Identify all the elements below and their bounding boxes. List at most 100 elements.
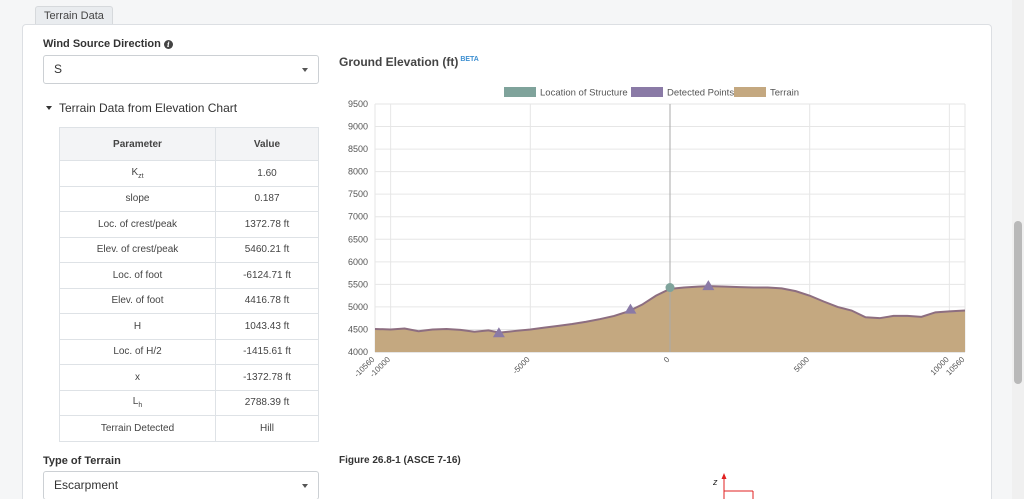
wind-label-text: Wind Source Direction bbox=[43, 38, 161, 50]
param-name-text: Loc. of crest/peak bbox=[98, 218, 177, 230]
figure-z-label: z bbox=[712, 477, 718, 487]
y-tick-label: 7000 bbox=[348, 212, 368, 222]
table-row: H 1043.43 ft bbox=[59, 313, 319, 340]
table-row: Kzt 1.60 bbox=[59, 160, 319, 187]
param-name: Elev. of foot bbox=[59, 287, 216, 314]
detected-point bbox=[624, 303, 637, 314]
chevron-down-icon bbox=[302, 68, 308, 72]
y-tick-label: 8500 bbox=[348, 144, 368, 154]
legend-swatch bbox=[734, 87, 766, 97]
y-tick-label: 5000 bbox=[348, 302, 368, 312]
chart-title-text: Ground Elevation (ft) bbox=[339, 55, 459, 69]
table-row: slope 0.187 bbox=[59, 185, 319, 212]
param-name-text: Terrain Detected bbox=[100, 422, 175, 434]
param-value: 0.187 bbox=[215, 185, 319, 212]
parameter-rows: Kzt 1.60 slope 0.187 Loc. of crest/peak 1372.… bbox=[59, 160, 319, 442]
info-icon[interactable]: i bbox=[163, 40, 173, 49]
y-tick-label: 7500 bbox=[348, 189, 368, 199]
param-value: -1415.61 ft bbox=[215, 338, 319, 365]
param-subscript: h bbox=[138, 402, 143, 410]
param-name: Kzt bbox=[59, 160, 216, 187]
param-name: Loc. of crest/peak bbox=[59, 211, 216, 238]
figure-z-arrow bbox=[721, 473, 727, 479]
y-tick-label: 4000 bbox=[348, 347, 368, 357]
param-value: Hill bbox=[215, 415, 319, 442]
param-name-text: L bbox=[132, 396, 139, 408]
structure-point bbox=[665, 283, 675, 293]
param-name: Terrain Detected bbox=[59, 415, 216, 442]
param-name-text: H bbox=[133, 320, 142, 332]
chart-title: Ground Elevation (ft) BETA bbox=[339, 55, 479, 69]
param-name: Loc. of foot bbox=[59, 262, 216, 289]
y-tick-label: 6500 bbox=[348, 234, 368, 244]
page-scrollbar[interactable] bbox=[1012, 0, 1024, 499]
table-row: Loc. of H/2 -1415.61 ft bbox=[59, 338, 319, 365]
legend-label: Terrain bbox=[770, 88, 799, 99]
param-value: 2788.39 ft bbox=[215, 389, 319, 416]
terrain-type-value: Escarpment bbox=[54, 478, 119, 492]
y-tick-label: 9000 bbox=[348, 122, 368, 132]
param-name-text: Loc. of foot bbox=[112, 269, 163, 281]
param-value: 4416.78 ft bbox=[215, 287, 319, 314]
figure-diagram: z bbox=[712, 473, 754, 499]
param-name-text: K bbox=[131, 166, 139, 178]
y-tick-label: 9500 bbox=[348, 99, 368, 109]
param-name: Elev. of crest/peak bbox=[59, 236, 216, 263]
parameter-table: Parameter Value Kzt 1.60 slope 0.187 Loc. of… bbox=[59, 127, 319, 442]
y-tick-label: 5500 bbox=[348, 279, 368, 289]
tab-terrain-data[interactable]: Terrain Data bbox=[35, 6, 113, 25]
x-tick-label: -5000 bbox=[511, 355, 532, 376]
legend-swatch bbox=[504, 87, 536, 97]
param-name-text: Loc. of H/2 bbox=[113, 346, 162, 358]
param-name-text: Elev. of foot bbox=[111, 295, 164, 307]
y-tick-label: 6000 bbox=[348, 257, 368, 267]
header-value: Value bbox=[215, 127, 319, 161]
table-row: Loc. of foot -6124.71 ft bbox=[59, 262, 319, 289]
caret-down-icon bbox=[46, 106, 52, 110]
wind-source-direction-label: Wind Source Direction i bbox=[43, 38, 173, 50]
terrain-chart-toggle-label: Terrain Data from Elevation Chart bbox=[59, 101, 238, 115]
detected-point bbox=[702, 280, 715, 291]
param-name: Loc. of H/2 bbox=[59, 338, 216, 365]
param-name-text: slope bbox=[125, 193, 150, 205]
elevation-chart: 4000 4500 5000 5500 6000 6500 7000 7500 8000 8500… bbox=[348, 87, 967, 379]
legend-label: Location of Structure bbox=[540, 88, 628, 99]
legend-label: Detected Points bbox=[667, 88, 734, 99]
table-row: x -1372.78 ft bbox=[59, 364, 319, 391]
x-tick-label: 0 bbox=[662, 355, 672, 365]
wind-direction-value: S bbox=[54, 62, 63, 76]
table-row: Elev. of foot 4416.78 ft bbox=[59, 287, 319, 314]
param-subscript: zt bbox=[138, 172, 144, 180]
chevron-down-icon bbox=[302, 484, 308, 488]
terrain-chart-toggle[interactable]: Terrain Data from Elevation Chart bbox=[46, 101, 237, 115]
param-value: 1372.78 ft bbox=[215, 211, 319, 238]
terrain-type-label: Type of Terrain bbox=[43, 455, 121, 467]
x-tick-label: 5000 bbox=[792, 355, 811, 374]
scrollbar-thumb[interactable] bbox=[1014, 221, 1022, 384]
detected-point bbox=[492, 327, 505, 338]
legend-swatch bbox=[631, 87, 663, 97]
param-name: H bbox=[59, 313, 216, 340]
header-parameter: Parameter bbox=[59, 127, 216, 161]
param-value: 1.60 bbox=[215, 160, 319, 187]
param-name: Lh bbox=[59, 389, 216, 416]
table-row: Loc. of crest/peak 1372.78 ft bbox=[59, 211, 319, 238]
param-name: x bbox=[59, 364, 216, 391]
y-tick-label: 8000 bbox=[348, 167, 368, 177]
table-row: Lh 2788.39 ft bbox=[59, 389, 319, 416]
table-row: Terrain Detected Hill bbox=[59, 415, 319, 442]
param-value: -1372.78 ft bbox=[215, 364, 319, 391]
param-name-text: Elev. of crest/peak bbox=[96, 244, 179, 256]
param-name-text: x bbox=[135, 371, 140, 383]
param-value: 1043.43 ft bbox=[215, 313, 319, 340]
wind-direction-select[interactable]: S bbox=[43, 55, 319, 84]
param-value: 5460.21 ft bbox=[215, 236, 319, 263]
param-name: slope bbox=[59, 185, 216, 212]
x-tick-label: 10560 bbox=[944, 355, 966, 377]
terrain-type-select[interactable]: Escarpment bbox=[43, 471, 319, 499]
table-row: Elev. of crest/peak 5460.21 ft bbox=[59, 236, 319, 263]
y-tick-label: 4500 bbox=[348, 324, 368, 334]
figure-caption: Figure 26.8-1 (ASCE 7-16) bbox=[339, 455, 461, 466]
beta-badge: BETA bbox=[460, 56, 479, 63]
